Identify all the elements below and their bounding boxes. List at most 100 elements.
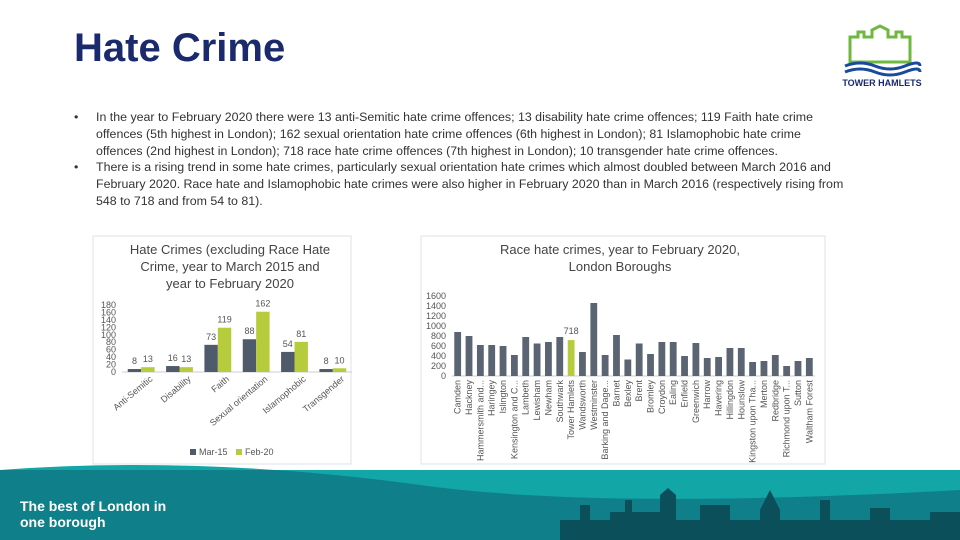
x-tick-label: Haringey bbox=[487, 380, 497, 417]
logo bbox=[844, 24, 922, 77]
bar bbox=[805, 358, 813, 376]
x-tick-label: Disability bbox=[159, 374, 193, 405]
x-tick-label: Hammersmith and... bbox=[475, 380, 485, 461]
footer-tagline: The best of London in one borough bbox=[20, 498, 167, 530]
x-tick-label: Croydon bbox=[657, 380, 667, 414]
y-tick-label: 60 bbox=[106, 345, 116, 355]
bar bbox=[692, 343, 700, 376]
x-tick-label: Ealing bbox=[668, 380, 678, 405]
x-tick-label: Transgender bbox=[301, 374, 346, 414]
bar bbox=[783, 366, 791, 376]
x-tick-label: Waltham Forest bbox=[804, 380, 814, 444]
bar bbox=[127, 369, 142, 372]
bar bbox=[760, 361, 768, 376]
bar bbox=[294, 341, 308, 372]
data-label: 13 bbox=[181, 354, 191, 364]
bar bbox=[533, 343, 541, 376]
x-tick-label: Lambeth bbox=[521, 380, 531, 415]
data-label: 718 bbox=[564, 326, 579, 336]
x-tick-label: Southwark bbox=[555, 380, 565, 423]
bar bbox=[771, 355, 779, 376]
y-tick-label: 120 bbox=[101, 322, 116, 332]
x-tick-label: Lewisham bbox=[532, 380, 542, 421]
bar bbox=[204, 344, 218, 372]
x-tick-label: Redbridge bbox=[770, 380, 780, 422]
x-tick-label: Hillingdon bbox=[725, 380, 735, 420]
legend-label: Mar-15 bbox=[199, 447, 228, 457]
bar bbox=[681, 356, 688, 376]
bar bbox=[545, 342, 552, 376]
y-tick-label: 100 bbox=[101, 330, 116, 340]
bar bbox=[726, 348, 734, 376]
bar bbox=[749, 362, 757, 376]
y-tick-label: 0 bbox=[111, 367, 116, 377]
x-tick-label: Kingston upon Tha... bbox=[748, 380, 758, 463]
x-tick-label: Harrow bbox=[702, 380, 712, 410]
data-label: 13 bbox=[143, 354, 153, 364]
bar bbox=[601, 355, 609, 376]
bar bbox=[319, 369, 333, 372]
bar bbox=[510, 355, 518, 376]
bar bbox=[332, 368, 347, 372]
bar bbox=[476, 345, 484, 376]
x-tick-label: Greenwich bbox=[691, 380, 701, 423]
bar bbox=[669, 342, 677, 376]
chart-frame bbox=[92, 235, 352, 465]
y-tick-label: 80 bbox=[106, 337, 116, 347]
data-label: 8 bbox=[324, 356, 329, 366]
y-tick-label: 600 bbox=[431, 341, 446, 351]
x-tick-label: Hounslow bbox=[736, 380, 746, 420]
y-tick-label: 1600 bbox=[426, 291, 446, 301]
slide-title: Hate Crime bbox=[74, 26, 286, 70]
chart-title: Hate Crimes (excluding Race Hate Crime, y… bbox=[130, 242, 330, 291]
data-label: 16 bbox=[168, 353, 178, 363]
bar bbox=[647, 354, 654, 376]
bar bbox=[256, 311, 270, 372]
x-tick-label: Wandsworth bbox=[577, 380, 587, 430]
bar bbox=[703, 358, 711, 376]
data-label: 119 bbox=[217, 315, 231, 325]
x-tick-label: Havering bbox=[714, 380, 724, 416]
bar bbox=[579, 352, 586, 376]
bar bbox=[737, 348, 745, 376]
x-tick-label: Bromley bbox=[646, 380, 656, 414]
logo-text: TOWER HAMLETS bbox=[842, 78, 922, 88]
bar bbox=[166, 366, 180, 372]
chart-title: Race hate crimes, year to February 2020,… bbox=[500, 242, 740, 274]
y-tick-label: 1200 bbox=[426, 311, 446, 321]
y-tick-label: 180 bbox=[101, 300, 116, 310]
bar bbox=[522, 337, 530, 376]
x-tick-label: Richmond upon T... bbox=[782, 380, 792, 457]
skyline bbox=[560, 488, 960, 540]
y-tick-label: 40 bbox=[106, 352, 116, 362]
chart-frame bbox=[420, 235, 826, 465]
y-tick-label: 200 bbox=[431, 361, 446, 371]
y-tick-label: 1400 bbox=[426, 301, 446, 311]
x-tick-label: Westminster bbox=[589, 380, 599, 430]
x-tick-label: Merton bbox=[759, 380, 769, 408]
x-tick-label: Enfield bbox=[680, 380, 690, 408]
x-tick-label: Barnet bbox=[611, 380, 621, 407]
bar bbox=[715, 357, 722, 376]
data-label: 162 bbox=[255, 299, 270, 309]
bullet: There is a rising trend in some hate cri… bbox=[74, 159, 844, 209]
bullet: In the year to February 2020 there were … bbox=[74, 109, 844, 159]
x-tick-label: Sutton bbox=[793, 380, 803, 406]
bar bbox=[624, 359, 632, 376]
legend-label: Feb-20 bbox=[245, 447, 274, 457]
x-tick-label: Faith bbox=[209, 374, 231, 395]
x-tick-label: Barking and Dage... bbox=[600, 380, 610, 460]
y-tick-label: 1000 bbox=[426, 321, 446, 331]
x-tick-label: Islington bbox=[498, 380, 508, 414]
bar bbox=[658, 342, 666, 376]
bar bbox=[556, 337, 564, 376]
bar bbox=[217, 327, 232, 372]
bar bbox=[242, 339, 257, 372]
footer-wave bbox=[0, 465, 960, 499]
data-label: 81 bbox=[296, 329, 306, 339]
bullet-list: In the year to February 2020 there were … bbox=[74, 109, 844, 210]
bar bbox=[499, 346, 507, 376]
x-tick-label: Hackney bbox=[464, 380, 474, 416]
bar bbox=[613, 335, 620, 376]
